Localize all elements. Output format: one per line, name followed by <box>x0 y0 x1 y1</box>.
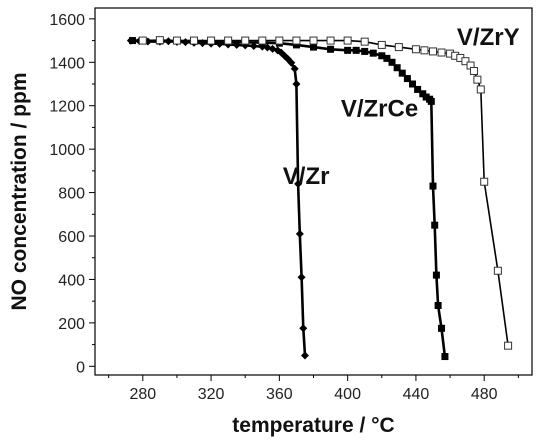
x-tick-label: 480 <box>471 386 498 403</box>
data-point <box>441 353 449 361</box>
data-point <box>437 48 446 57</box>
series-line-0 <box>130 39 307 356</box>
series-line-1 <box>132 39 447 357</box>
data-point <box>294 179 303 188</box>
data-point <box>428 47 437 56</box>
data-point <box>493 266 502 275</box>
data-point <box>352 46 360 54</box>
data-point <box>393 64 401 72</box>
data-point <box>377 40 386 49</box>
data-point <box>476 85 485 94</box>
data-point <box>129 37 137 45</box>
data-point <box>292 36 301 45</box>
y-tick-label: 0 <box>76 359 85 376</box>
data-point <box>461 57 470 66</box>
data-point <box>326 36 335 45</box>
data-point <box>299 324 308 333</box>
data-point <box>414 85 422 93</box>
data-point <box>360 37 369 46</box>
data-point <box>215 39 224 48</box>
data-point <box>434 302 442 310</box>
y-tick-label: 1400 <box>49 55 85 72</box>
series-line-2 <box>142 39 509 346</box>
data-point <box>164 37 173 46</box>
data-point <box>292 41 300 49</box>
data-point <box>155 36 164 45</box>
series-label: V/ZrCe <box>341 96 418 123</box>
data-point <box>297 273 306 282</box>
data-point <box>480 177 489 186</box>
x-tick-label: 360 <box>266 386 293 403</box>
data-point <box>198 39 207 48</box>
data-point <box>249 42 258 51</box>
y-tick-label: 1200 <box>49 99 85 116</box>
data-point <box>241 36 250 45</box>
data-point <box>275 36 284 45</box>
data-point <box>295 229 304 238</box>
x-tick-label: 320 <box>198 386 225 403</box>
data-point <box>292 80 301 89</box>
y-tick-label: 800 <box>58 186 85 203</box>
data-point <box>432 271 440 279</box>
series-lines <box>130 39 509 357</box>
data-point <box>287 58 296 67</box>
data-point <box>378 52 386 60</box>
y-tick-label: 200 <box>58 316 85 333</box>
data-point <box>344 46 352 54</box>
data-point <box>420 46 429 55</box>
series-label: V/ZrY <box>457 24 520 51</box>
data-point <box>361 47 369 55</box>
y-tick-label: 1600 <box>49 12 85 29</box>
series-label: V/Zr <box>283 163 330 190</box>
data-point <box>343 36 352 45</box>
y-tick-label: 400 <box>58 272 85 289</box>
data-point <box>427 97 435 105</box>
data-point <box>369 49 377 57</box>
x-tick-label: 280 <box>129 386 156 403</box>
data-point <box>181 38 190 47</box>
data-point <box>383 54 391 62</box>
x-tick-label: 400 <box>334 386 361 403</box>
x-tick-label: 440 <box>403 386 430 403</box>
data-point <box>300 351 309 360</box>
data-point <box>431 221 439 229</box>
data-point <box>310 43 317 51</box>
data-point <box>473 75 482 84</box>
data-point <box>190 36 199 45</box>
data-point <box>327 45 335 53</box>
data-point <box>309 36 318 45</box>
data-point <box>388 58 396 66</box>
data-point <box>207 36 216 45</box>
data-point <box>409 80 417 88</box>
y-axis-label: NO concentration / ppm <box>8 72 31 310</box>
x-axis-ticks: 280 320 360 400 440 480 <box>108 375 519 403</box>
data-point <box>469 66 478 75</box>
data-point <box>411 45 420 54</box>
data-point <box>438 324 446 332</box>
data-point <box>258 36 267 45</box>
series-markers <box>126 36 513 361</box>
y-axis-ticks: 0 200 400 600 800 1000 1200 1400 1600 <box>49 12 95 376</box>
data-point <box>172 36 181 45</box>
data-point <box>429 182 437 190</box>
data-point <box>398 69 406 77</box>
data-point <box>138 36 147 45</box>
series-labels: V/Zr V/ZrCe V/ZrY <box>283 24 520 190</box>
data-point <box>403 75 411 83</box>
data-point <box>290 64 299 73</box>
data-point <box>224 36 233 45</box>
y-tick-label: 600 <box>58 229 85 246</box>
y-tick-label: 1000 <box>49 142 85 159</box>
data-point <box>232 40 241 49</box>
data-point <box>504 341 513 350</box>
data-point <box>394 43 403 52</box>
x-axis-label: temperature / °C <box>232 414 394 437</box>
